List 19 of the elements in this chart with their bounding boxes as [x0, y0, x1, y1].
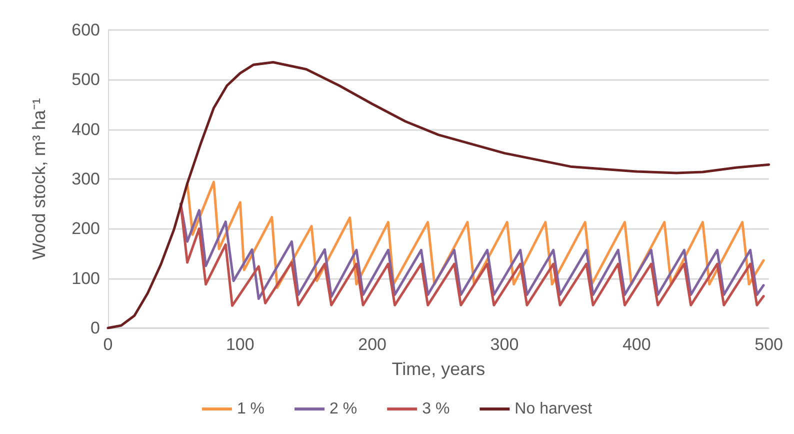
legend-label: 3 %	[422, 400, 450, 418]
legend-label: 2 %	[330, 400, 358, 418]
y-tick-label: 0	[90, 318, 100, 338]
y-tick-label: 300	[72, 170, 100, 188]
legend-label: 1 %	[236, 400, 265, 418]
x-axis-title: Time, years	[392, 359, 486, 379]
y-tick-label: 400	[72, 120, 100, 139]
y-tick-label: 500	[72, 70, 100, 90]
y-tick-label: 100	[72, 268, 100, 288]
x-tick-label: 0	[103, 335, 113, 354]
x-tick-label: 500	[754, 335, 784, 354]
x-tick-label: 100	[226, 335, 254, 354]
y-axis-title: Wood stock, m³ ha⁻¹	[29, 98, 49, 260]
legend-label: No harvest	[514, 400, 593, 418]
y-tick-label: 600	[72, 20, 100, 40]
x-tick-label: 400	[622, 335, 651, 354]
y-tick-label: 200	[72, 219, 100, 238]
x-tick-label: 200	[358, 335, 387, 354]
x-tick-label: 300	[490, 335, 519, 354]
